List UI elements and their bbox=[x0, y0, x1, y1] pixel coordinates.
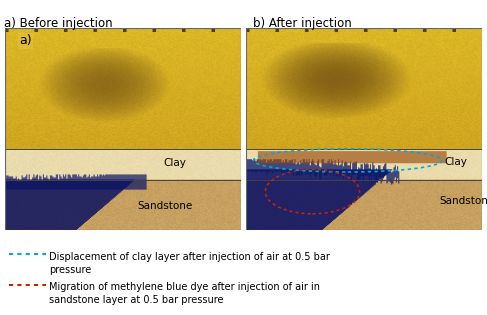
Text: Sandstone: Sandstone bbox=[137, 201, 193, 211]
Text: b) After injection: b) After injection bbox=[253, 17, 351, 30]
Text: Clay: Clay bbox=[163, 158, 186, 169]
Text: Migration of methylene blue dye after injection of air in
sandstone layer at 0.5: Migration of methylene blue dye after in… bbox=[49, 282, 319, 305]
Text: Clay: Clay bbox=[445, 158, 468, 167]
Text: a): a) bbox=[19, 34, 32, 47]
Text: a) Before injection: a) Before injection bbox=[4, 17, 113, 30]
Text: Displacement of clay layer after injection of air at 0.5 bar
pressure: Displacement of clay layer after injecti… bbox=[49, 252, 330, 275]
Text: Sandstone: Sandstone bbox=[440, 196, 487, 206]
